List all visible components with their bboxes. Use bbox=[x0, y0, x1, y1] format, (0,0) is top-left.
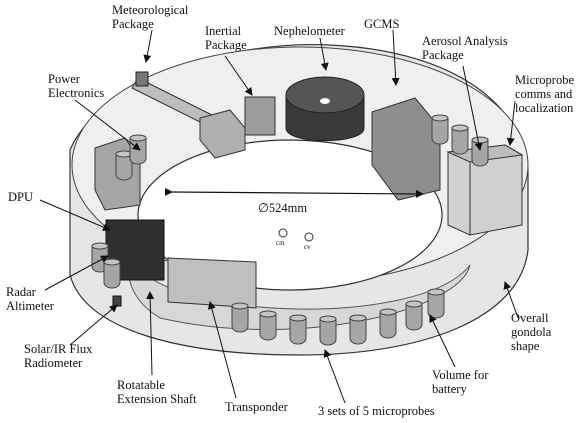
cm-marker: cm bbox=[276, 228, 288, 247]
microprobe bbox=[129, 134, 147, 165]
power-electronics-box bbox=[199, 109, 246, 159]
leader-line bbox=[429, 314, 456, 368]
leader-line bbox=[207, 301, 237, 399]
microprobe bbox=[427, 288, 445, 319]
microprobe-group bbox=[91, 114, 489, 346]
leader-lines bbox=[39, 29, 519, 404]
leader-line bbox=[69, 304, 118, 346]
diameter-label: ∅524mm bbox=[258, 201, 307, 215]
svg-text:cm: cm bbox=[276, 239, 285, 247]
microprobe bbox=[103, 258, 121, 289]
label-dpu: DPU bbox=[8, 190, 34, 204]
microprobe bbox=[349, 314, 367, 345]
microprobe bbox=[231, 302, 249, 333]
label-nephelometer: Nephelometer bbox=[274, 24, 345, 38]
leader-line bbox=[146, 291, 155, 376]
label-microprobe-comms: Microprobe comms and localization bbox=[515, 73, 575, 115]
microprobe bbox=[451, 124, 469, 155]
label-gcms: GCMS bbox=[364, 17, 400, 31]
leader-line bbox=[503, 281, 519, 319]
ring-inner-hole bbox=[137, 139, 443, 291]
leader-line bbox=[224, 55, 253, 96]
label-meteorological-package: Meteorological Package bbox=[112, 3, 189, 31]
microprobe bbox=[259, 310, 277, 341]
leader-line bbox=[74, 99, 141, 151]
label-inertial-package: Inertial Package bbox=[205, 24, 247, 52]
leader-line bbox=[462, 65, 483, 151]
microprobe bbox=[289, 314, 307, 345]
leader-line bbox=[143, 29, 153, 63]
leader-line bbox=[39, 199, 111, 231]
microprobe bbox=[471, 136, 489, 167]
label-microprobes: 3 sets of 5 microprobes bbox=[318, 404, 435, 418]
microprobe bbox=[431, 114, 449, 145]
microprobe bbox=[379, 308, 397, 339]
label-radar-altimeter: Radar Altimeter bbox=[6, 285, 54, 313]
microprobe bbox=[405, 300, 423, 331]
label-power-electronics: Power Electronics bbox=[48, 72, 105, 100]
label-solar-ir-flux-radiometer: Solar/IR Flux Radiometer bbox=[24, 342, 93, 370]
svg-text:cv: cv bbox=[304, 243, 311, 251]
diameter-arrow bbox=[164, 187, 424, 198]
transponder-box bbox=[167, 257, 257, 309]
inertial-package-box bbox=[244, 96, 276, 136]
leader-line bbox=[44, 255, 109, 291]
gcms-box bbox=[371, 97, 441, 201]
leader-line bbox=[506, 100, 516, 146]
microprobe bbox=[319, 315, 337, 346]
label-aerosol-analysis-package: Aerosol Analysis Package bbox=[422, 34, 508, 62]
label-volume-for-battery: Volume for battery bbox=[432, 368, 489, 396]
nephelometer-cylinder bbox=[285, 76, 365, 142]
leader-line bbox=[391, 29, 400, 86]
microprobe-comms-box bbox=[446, 144, 524, 236]
label-transponder: Transponder bbox=[225, 400, 288, 414]
leader-line bbox=[323, 349, 346, 404]
label-rotatable-extension-shaft: Rotatable Extension Shaft bbox=[117, 378, 197, 406]
label-overall-gondola-shape: Overall gondola shape bbox=[511, 311, 552, 353]
cv-marker: cv bbox=[304, 232, 314, 251]
leader-line bbox=[319, 37, 329, 71]
radiometer-box bbox=[112, 295, 122, 307]
